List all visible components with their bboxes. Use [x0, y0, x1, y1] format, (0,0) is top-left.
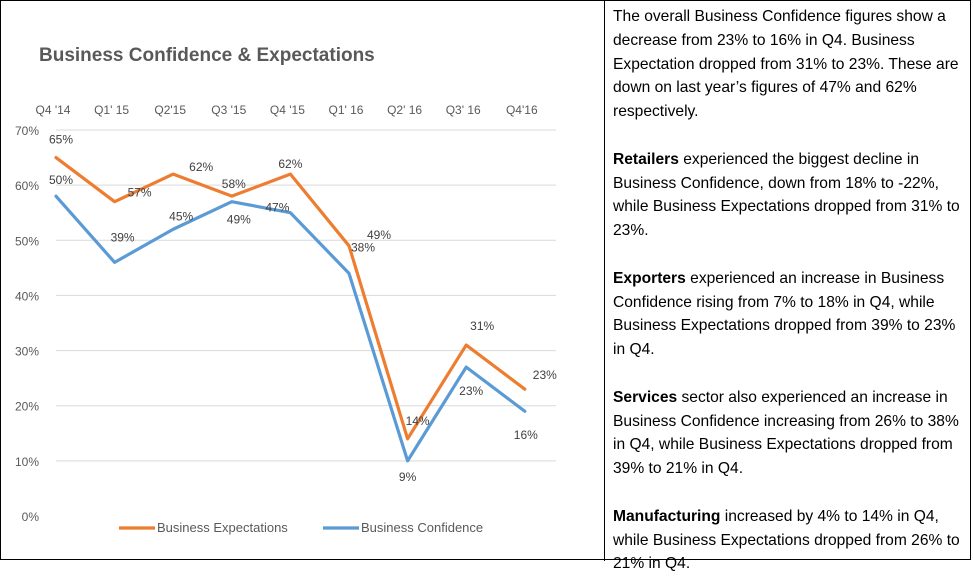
- sector-name-manufacturing: Manufacturing: [613, 507, 721, 525]
- data-label: 9%: [399, 470, 417, 484]
- data-label: 47%: [265, 201, 289, 215]
- data-label: 58%: [222, 177, 246, 191]
- data-label: 14%: [406, 414, 430, 428]
- x-tick-label: Q3' 16: [446, 103, 481, 117]
- commentary-exporters: Exporters experienced an increase in Bus…: [613, 267, 970, 362]
- x-tick-label: Q2' 16: [387, 103, 422, 117]
- y-tick-label: 0%: [22, 510, 40, 524]
- data-label: 49%: [367, 228, 391, 242]
- sector-name-exporters: Exporters: [613, 269, 686, 287]
- data-label: 62%: [278, 157, 302, 171]
- x-tick-label: Q1' 15: [94, 103, 129, 117]
- data-label: 38%: [351, 240, 375, 254]
- sector-text-retailers: experienced the biggest decline in Busin…: [613, 150, 960, 240]
- commentary-services: Services sector also experienced an incr…: [613, 386, 970, 481]
- x-tick-label: Q1' 16: [329, 103, 364, 117]
- x-tick-label: Q2'15: [154, 103, 186, 117]
- x-tick-label: Q4'16: [506, 103, 538, 117]
- y-tick-label: 70%: [15, 124, 39, 138]
- x-tick-label: Q3 '15: [211, 103, 246, 117]
- chart-panel: Business Confidence & Expectations 0% 10% 2…: [1, 1, 605, 561]
- sector-name-retailers: Retailers: [613, 150, 679, 168]
- data-label: 50%: [49, 173, 73, 187]
- data-label: 45%: [169, 209, 193, 223]
- sector-name-services: Services: [613, 388, 678, 406]
- commentary-manufacturing: Manufacturing increased by 4% to 14% in …: [613, 505, 970, 576]
- commentary-panel: The overall Business Confidence figures …: [605, 1, 970, 572]
- commentary-retailers: Retailers experienced the biggest declin…: [613, 148, 970, 243]
- data-label: 23%: [459, 384, 483, 398]
- series-line-business-confidence: [54, 194, 527, 463]
- x-tick-label: Q4 '14: [36, 103, 71, 117]
- data-label: 62%: [189, 160, 213, 174]
- data-label: 16%: [514, 428, 538, 442]
- y-tick-label: 60%: [15, 179, 39, 193]
- y-tick-label: 50%: [15, 234, 39, 248]
- data-label: 65%: [49, 133, 73, 147]
- legend-label: Business Expectations: [157, 520, 288, 535]
- y-tick-label: 40%: [15, 289, 39, 303]
- data-label: 23%: [533, 368, 557, 382]
- y-tick-label: 10%: [15, 455, 39, 469]
- data-label: 57%: [128, 186, 152, 200]
- chart-title: Business Confidence & Expectations: [39, 45, 375, 66]
- commentary-intro: The overall Business Confidence figures …: [613, 8, 959, 121]
- line-chart: Business Confidence & Expectations 0% 10% 2…: [15, 45, 557, 535]
- sector-text-exporters: experienced an increase in Business Conf…: [613, 269, 956, 359]
- data-label: 31%: [470, 319, 494, 333]
- sector-text-services: sector also experienced an increase in B…: [613, 388, 959, 478]
- data-label: 49%: [227, 213, 251, 227]
- series-line-business-expectations: [54, 155, 527, 441]
- x-tick-label: Q4 '15: [270, 103, 305, 117]
- data-label: 39%: [111, 230, 135, 244]
- legend-label: Business Confidence: [361, 520, 483, 535]
- y-tick-label: 30%: [15, 345, 39, 359]
- y-tick-label: 20%: [15, 400, 39, 414]
